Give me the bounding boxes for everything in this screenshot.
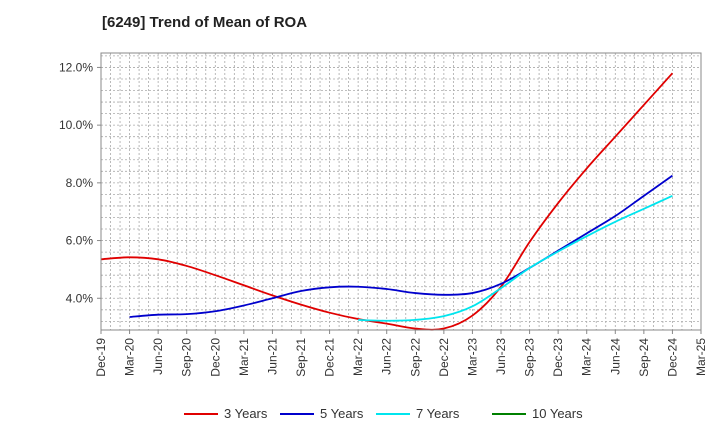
x-tick-label: Sep-22 [408,338,422,377]
plot-border [100,52,702,331]
x-tick-label: Dec-21 [323,338,337,377]
y-tick-label: 4.0% [66,291,94,305]
x-tick-label: Dec-19 [94,338,108,377]
x-tick-label: Jun-21 [265,338,279,375]
legend-label-3-years: 3 Years [224,406,268,421]
y-tick-label: 10.0% [59,118,93,132]
series-line-3-years [100,72,674,331]
series-line-7-years [358,195,673,322]
legend-label-5-years: 5 Years [320,406,364,421]
x-tick-label: Jun-22 [380,338,394,375]
x-tick-label: Jun-24 [608,338,622,375]
x-tick-label: Jun-23 [494,338,508,375]
x-tick-label: Dec-20 [208,338,222,377]
x-tick-label: Dec-23 [551,338,565,377]
x-tick-label: Mar-22 [351,338,365,376]
x-tick-label: Dec-24 [665,338,679,377]
x-tick-label: Sep-23 [523,338,537,377]
y-tick-label: 8.0% [66,176,94,190]
x-tick-label: Sep-21 [294,338,308,377]
x-tick-label: Dec-22 [437,338,451,377]
x-tick-label: Sep-20 [180,338,194,377]
series-line-5-years [129,174,673,318]
plot-area [101,53,701,330]
x-tick-label: Mar-25 [694,338,708,376]
y-tick-label: 6.0% [66,234,94,248]
chart-title: [6249] Trend of Mean of ROA [102,14,308,31]
legend-label-7-years: 7 Years [416,406,460,421]
x-tick-label: Sep-24 [637,338,651,377]
y-tick-label: 12.0% [59,60,93,74]
x-tick-label: Mar-24 [580,338,594,376]
x-tick-label: Mar-21 [237,338,251,376]
legend-label-10-years: 10 Years [532,406,583,421]
x-tick-label: Mar-20 [123,338,137,376]
x-tick-label: Jun-20 [151,338,165,375]
x-tick-label: Mar-23 [465,338,479,376]
